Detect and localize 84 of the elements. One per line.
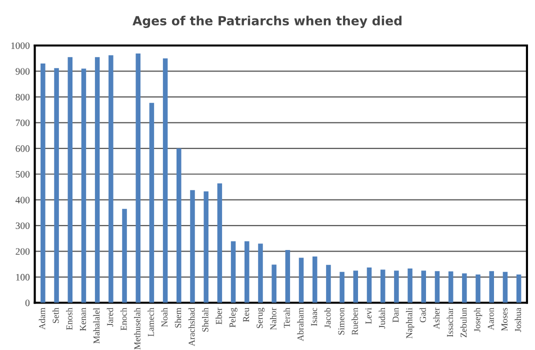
x-tick-label: Joseph xyxy=(474,308,482,332)
bar xyxy=(204,191,208,303)
y-tick-label: 0 xyxy=(25,300,30,306)
x-tick-label: Joshua xyxy=(514,308,522,332)
bar xyxy=(190,190,195,303)
x-tick-label: Moses xyxy=(501,308,508,331)
bar xyxy=(353,270,358,303)
chart-title: Ages of the Patriarchs when they died xyxy=(132,16,402,28)
x-tick-label: Rueben xyxy=(352,308,358,335)
y-tick-label: 400 xyxy=(16,196,30,204)
x-tick-label: Lamech xyxy=(148,308,154,336)
x-tick-label: Serug xyxy=(256,308,265,328)
bar xyxy=(272,264,276,303)
x-tick-label: Jacob xyxy=(324,308,331,328)
bar xyxy=(462,273,467,303)
x-tick-label: Kenan xyxy=(80,308,86,331)
x-tick-label: Naphtali xyxy=(406,308,414,338)
bar xyxy=(312,256,318,303)
x-tick-label: Dan xyxy=(392,308,399,322)
bar xyxy=(285,250,290,303)
x-tick-label: Levi xyxy=(365,308,372,324)
x-tick-label: Adam xyxy=(38,308,46,330)
bar xyxy=(394,270,399,303)
x-tick-label: Peleg xyxy=(229,308,238,328)
x-tick-label: Aaron xyxy=(488,308,494,330)
bar xyxy=(448,271,454,303)
y-tick-label: 700 xyxy=(16,120,30,126)
bar xyxy=(298,258,304,303)
x-tick-label: Jared xyxy=(106,308,114,326)
x-tick-label: Arachshad xyxy=(188,308,195,346)
bar xyxy=(326,264,331,303)
bar xyxy=(380,270,386,303)
x-tick-label: Reu xyxy=(243,308,250,322)
bar xyxy=(340,272,344,303)
y-tick-label: 200 xyxy=(16,248,30,255)
x-tick-label: Issachar xyxy=(446,308,454,337)
x-tick-label: Isaac xyxy=(311,308,318,326)
bar xyxy=(217,183,222,303)
bar xyxy=(149,102,154,303)
bar xyxy=(176,148,182,303)
x-tick-label: Simeon xyxy=(338,308,344,335)
x-tick-label: Seth xyxy=(52,308,59,324)
x-tick-label: Noah xyxy=(161,308,168,327)
bar xyxy=(68,57,73,303)
x-tick-label: Eber xyxy=(216,308,222,324)
x-tick-label: Enoch xyxy=(120,308,127,330)
x-tick-label: Judah xyxy=(378,308,386,328)
y-tick-label: 800 xyxy=(16,94,30,100)
bar xyxy=(366,268,372,303)
bar xyxy=(230,241,236,303)
bar xyxy=(502,272,508,303)
y-tick-label: 900 xyxy=(16,68,30,75)
bar xyxy=(162,58,168,303)
bar xyxy=(434,271,440,303)
x-tick-label: Shem xyxy=(174,308,182,328)
bar xyxy=(489,271,494,303)
x-tick-label: Asher xyxy=(433,308,440,330)
bar xyxy=(476,274,480,303)
bar xyxy=(516,274,522,303)
x-tick-label: Abraham xyxy=(297,308,304,342)
x-tick-label: Terah xyxy=(284,308,290,328)
bar xyxy=(54,68,59,303)
y-tick-label: 500 xyxy=(16,171,30,178)
x-tick-label: Shelah xyxy=(202,308,208,332)
y-tick-label: 100 xyxy=(16,274,30,280)
bar xyxy=(421,270,426,303)
y-tick-label: 1000 xyxy=(11,42,30,49)
x-tick-label: Mahalalel xyxy=(93,308,100,344)
x-tick-label: Gad xyxy=(420,308,426,322)
y-tick-label: 600 xyxy=(16,145,30,152)
x-tick-label: Methuselah xyxy=(134,308,140,350)
bar xyxy=(94,57,100,303)
bar xyxy=(81,68,86,303)
x-tick-label: Zebulun xyxy=(460,308,467,338)
bar xyxy=(258,244,263,303)
bar xyxy=(122,208,127,303)
x-tick-label: Enosh xyxy=(66,308,72,330)
bar xyxy=(408,268,412,303)
bar xyxy=(136,53,140,303)
bar xyxy=(40,64,46,303)
bar xyxy=(108,55,114,303)
bar xyxy=(244,241,250,303)
y-tick-label: 300 xyxy=(16,222,30,230)
x-tick-label: Nahor xyxy=(270,308,276,330)
